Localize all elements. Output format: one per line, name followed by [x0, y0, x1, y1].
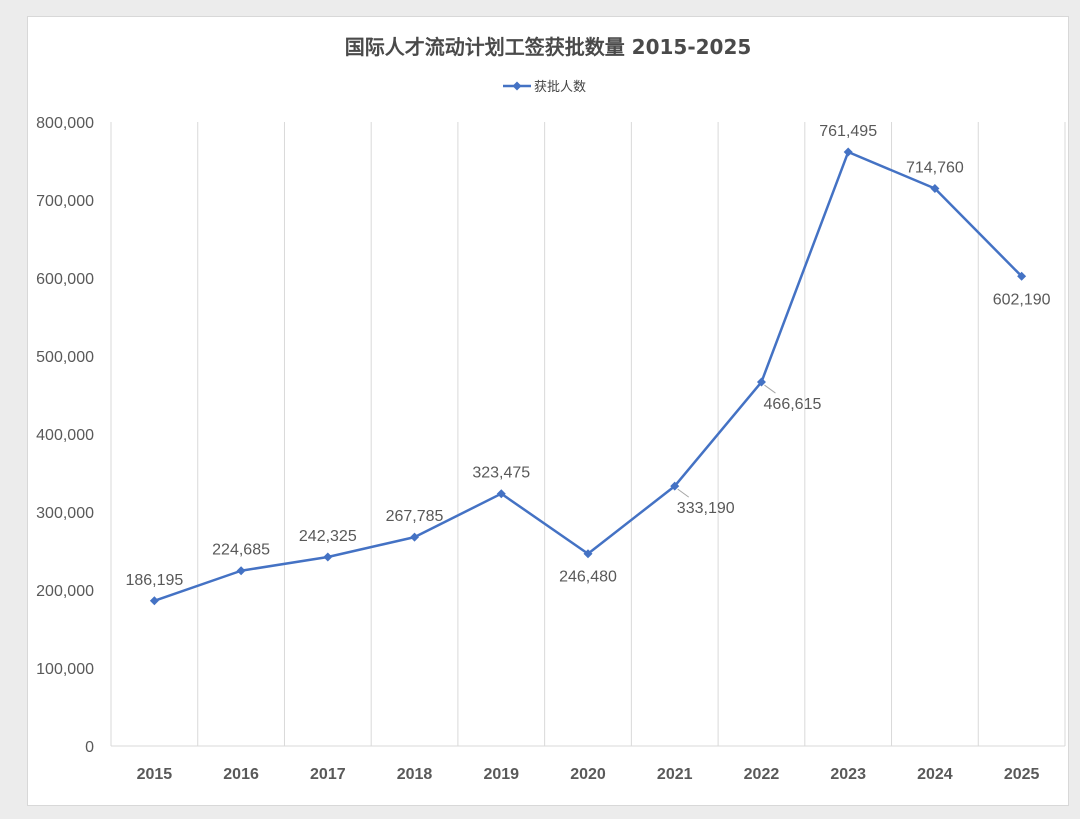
x-tick-label: 2015: [137, 766, 173, 783]
data-label: 466,615: [764, 396, 822, 413]
data-label-leader: [677, 488, 690, 498]
data-point: [583, 549, 593, 559]
y-tick-label: 100,000: [36, 661, 94, 678]
legend-label: 获批人数: [534, 80, 586, 95]
y-tick-label: 700,000: [36, 193, 94, 210]
data-point: [670, 481, 680, 491]
y-tick-label: 600,000: [36, 271, 94, 288]
y-tick-label: 0: [85, 739, 94, 756]
data-label: 246,480: [559, 569, 617, 586]
data-label: 186,195: [125, 572, 183, 589]
data-label: 333,190: [677, 500, 735, 517]
data-point: [930, 183, 940, 193]
data-label: 714,760: [906, 159, 964, 176]
x-tick-label: 2019: [483, 766, 519, 783]
data-point: [756, 377, 766, 387]
data-point: [410, 532, 420, 542]
data-point: [323, 552, 333, 562]
data-label: 602,190: [993, 291, 1051, 308]
x-tick-label: 2021: [657, 766, 693, 783]
x-tick-label: 2024: [917, 766, 953, 783]
x-tick-label: 2025: [1004, 766, 1040, 783]
chart-title: 国际人才流动计划工签获批数量 2015-2025: [345, 35, 752, 59]
data-point: [149, 596, 159, 606]
data-label: 323,475: [472, 465, 530, 482]
data-label: 224,685: [212, 542, 270, 559]
data-label: 761,495: [819, 123, 877, 140]
legend: 获批人数: [503, 80, 586, 95]
x-tick-label: 2016: [223, 766, 259, 783]
line-chart: 国际人才流动计划工签获批数量 2015-2025 获批人数 0 100,000 20…: [36, 35, 1066, 783]
data-point: [843, 147, 853, 157]
data-point: [496, 489, 506, 499]
x-tick-label: 2018: [397, 766, 433, 783]
x-tick-label: 2020: [570, 766, 606, 783]
x-tick-label: 2017: [310, 766, 346, 783]
data-label: 267,785: [386, 508, 444, 525]
y-tick-label: 400,000: [36, 427, 94, 444]
y-tick-label: 500,000: [36, 349, 94, 366]
legend-diamond-icon: [512, 81, 522, 91]
data-point: [1017, 271, 1027, 281]
data-point: [236, 566, 246, 576]
y-tick-label: 200,000: [36, 583, 94, 600]
data-label: 242,325: [299, 528, 357, 545]
chart-container: 国际人才流动计划工签获批数量 2015-2025 获批人数 0 100,000 20…: [27, 16, 1069, 806]
x-tick-label: 2022: [744, 766, 780, 783]
y-tick-label: 300,000: [36, 505, 94, 522]
x-tick-label: 2023: [830, 766, 866, 783]
y-tick-label: 800,000: [36, 115, 94, 132]
data-label-leader: [764, 384, 776, 394]
